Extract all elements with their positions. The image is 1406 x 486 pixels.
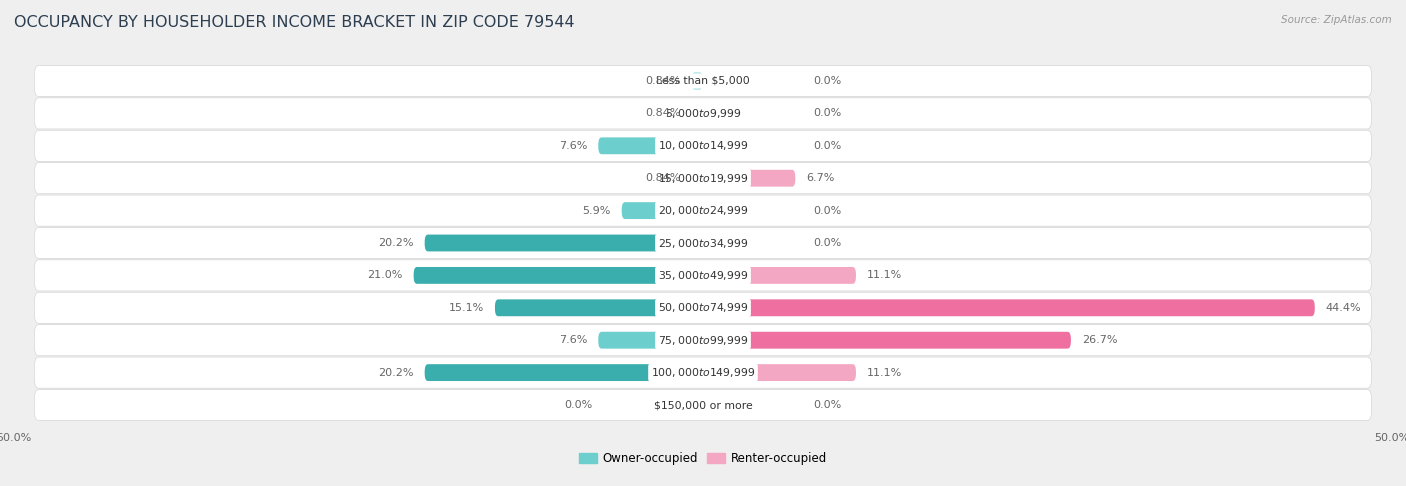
FancyBboxPatch shape — [35, 357, 1371, 388]
Text: 5.9%: 5.9% — [582, 206, 610, 216]
FancyBboxPatch shape — [35, 325, 1371, 356]
Text: 20.2%: 20.2% — [378, 238, 413, 248]
Text: 0.0%: 0.0% — [813, 206, 841, 216]
FancyBboxPatch shape — [37, 195, 1371, 226]
FancyBboxPatch shape — [621, 202, 703, 219]
Text: 6.7%: 6.7% — [807, 173, 835, 183]
FancyBboxPatch shape — [35, 66, 1371, 97]
FancyBboxPatch shape — [35, 195, 1371, 226]
FancyBboxPatch shape — [599, 138, 703, 154]
Text: 11.1%: 11.1% — [868, 270, 903, 280]
FancyBboxPatch shape — [703, 332, 1071, 348]
FancyBboxPatch shape — [37, 357, 1371, 388]
FancyBboxPatch shape — [37, 163, 1371, 194]
Text: 11.1%: 11.1% — [868, 367, 903, 378]
FancyBboxPatch shape — [703, 299, 1315, 316]
Legend: Owner-occupied, Renter-occupied: Owner-occupied, Renter-occupied — [574, 447, 832, 470]
Text: Source: ZipAtlas.com: Source: ZipAtlas.com — [1281, 15, 1392, 25]
FancyBboxPatch shape — [692, 72, 703, 89]
FancyBboxPatch shape — [35, 389, 1371, 420]
FancyBboxPatch shape — [37, 325, 1371, 356]
Text: 0.0%: 0.0% — [813, 400, 841, 410]
FancyBboxPatch shape — [692, 105, 703, 122]
FancyBboxPatch shape — [35, 163, 1371, 194]
FancyBboxPatch shape — [495, 299, 703, 316]
Text: 0.84%: 0.84% — [645, 76, 681, 86]
FancyBboxPatch shape — [35, 260, 1371, 291]
FancyBboxPatch shape — [413, 267, 703, 284]
FancyBboxPatch shape — [37, 98, 1371, 129]
Text: 0.0%: 0.0% — [813, 141, 841, 151]
FancyBboxPatch shape — [37, 130, 1371, 161]
Text: $25,000 to $34,999: $25,000 to $34,999 — [658, 237, 748, 249]
Text: $75,000 to $99,999: $75,000 to $99,999 — [658, 334, 748, 347]
Text: $100,000 to $149,999: $100,000 to $149,999 — [651, 366, 755, 379]
Text: $5,000 to $9,999: $5,000 to $9,999 — [665, 107, 741, 120]
FancyBboxPatch shape — [37, 260, 1371, 291]
FancyBboxPatch shape — [599, 332, 703, 348]
Text: 7.6%: 7.6% — [558, 141, 588, 151]
Text: 0.0%: 0.0% — [813, 238, 841, 248]
Text: 15.1%: 15.1% — [449, 303, 484, 313]
Text: 7.6%: 7.6% — [558, 335, 588, 345]
Text: $15,000 to $19,999: $15,000 to $19,999 — [658, 172, 748, 185]
Text: 0.0%: 0.0% — [565, 400, 593, 410]
FancyBboxPatch shape — [35, 130, 1371, 161]
FancyBboxPatch shape — [35, 227, 1371, 259]
FancyBboxPatch shape — [37, 292, 1371, 323]
FancyBboxPatch shape — [425, 364, 703, 381]
FancyBboxPatch shape — [37, 389, 1371, 420]
Text: OCCUPANCY BY HOUSEHOLDER INCOME BRACKET IN ZIP CODE 79544: OCCUPANCY BY HOUSEHOLDER INCOME BRACKET … — [14, 15, 575, 30]
Text: 0.0%: 0.0% — [813, 76, 841, 86]
Text: $35,000 to $49,999: $35,000 to $49,999 — [658, 269, 748, 282]
Text: 21.0%: 21.0% — [367, 270, 402, 280]
FancyBboxPatch shape — [425, 235, 703, 251]
FancyBboxPatch shape — [703, 170, 796, 187]
FancyBboxPatch shape — [35, 98, 1371, 129]
Text: $20,000 to $24,999: $20,000 to $24,999 — [658, 204, 748, 217]
FancyBboxPatch shape — [703, 267, 856, 284]
Text: $10,000 to $14,999: $10,000 to $14,999 — [658, 139, 748, 152]
Text: 20.2%: 20.2% — [378, 367, 413, 378]
Text: $150,000 or more: $150,000 or more — [654, 400, 752, 410]
Text: 44.4%: 44.4% — [1326, 303, 1361, 313]
Text: Less than $5,000: Less than $5,000 — [657, 76, 749, 86]
Text: 0.84%: 0.84% — [645, 108, 681, 119]
FancyBboxPatch shape — [703, 364, 856, 381]
Text: 0.0%: 0.0% — [813, 108, 841, 119]
Text: $50,000 to $74,999: $50,000 to $74,999 — [658, 301, 748, 314]
FancyBboxPatch shape — [37, 66, 1371, 97]
FancyBboxPatch shape — [692, 170, 703, 187]
FancyBboxPatch shape — [37, 227, 1371, 259]
Text: 0.84%: 0.84% — [645, 173, 681, 183]
Text: 26.7%: 26.7% — [1083, 335, 1118, 345]
FancyBboxPatch shape — [35, 292, 1371, 323]
